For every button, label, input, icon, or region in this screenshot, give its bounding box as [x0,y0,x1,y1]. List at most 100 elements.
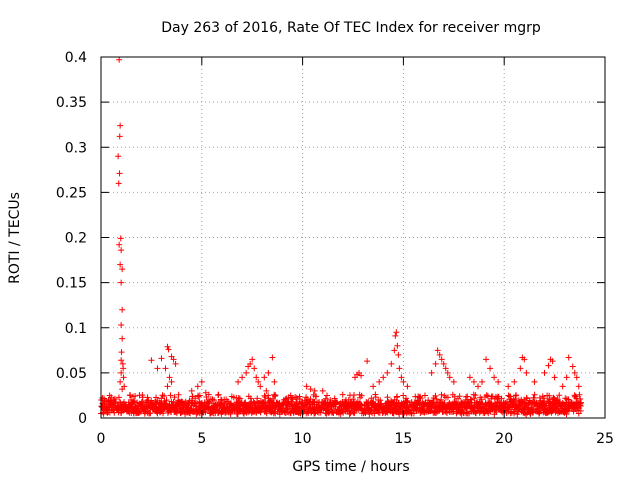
data-point [484,392,491,399]
data-point [166,374,173,381]
x-tick-label: 10 [294,431,312,447]
data-point [471,395,478,402]
data-point [120,365,127,372]
data-point [368,395,375,402]
data-point [511,378,518,385]
data-point [271,378,278,385]
data-point [483,392,490,399]
data-point [433,396,440,403]
data-point [118,349,125,356]
data-point [391,347,398,354]
data-point [569,363,576,370]
data-point [239,374,246,381]
data-point [115,153,122,160]
data-point [384,394,391,401]
data-point [464,393,471,400]
data-point [265,369,272,376]
data-point [298,399,305,406]
y-tick-label: 0.1 [65,321,87,337]
data-point [188,387,195,394]
data-point [358,372,365,379]
data-point [116,56,123,63]
data-point [127,392,134,399]
y-tick-label: 0.15 [56,276,87,292]
data-point [491,374,498,381]
data-point [339,391,346,398]
data-point [358,392,365,399]
data-point [456,393,463,400]
data-point [396,365,403,372]
data-point [472,392,479,399]
data-point [236,395,243,402]
data-point [119,335,126,342]
data-point [563,374,570,381]
data-point [530,394,537,401]
data-point [388,360,395,367]
data-point [167,392,174,399]
x-axis-label: GPS time / hours [292,459,409,475]
data-point [168,378,175,385]
data-point [576,391,583,398]
data-point [438,396,445,403]
data-point [498,395,505,402]
x-tick-label: 25 [596,431,614,447]
data-point [478,396,485,403]
data-point [531,391,538,398]
data-point [551,374,558,381]
data-point [313,393,320,400]
y-tick-label: 0.35 [56,95,87,111]
data-point [511,410,518,417]
data-point [380,374,387,381]
data-point [438,356,445,363]
data-point [479,378,486,385]
data-point [117,235,124,242]
data-point [272,392,279,399]
data-point [507,393,514,400]
y-tick-label: 0 [78,411,87,427]
data-point [444,394,451,401]
data-point [255,378,262,385]
data-point [162,365,169,372]
data-point [474,383,481,390]
data-point [161,392,168,399]
data-point [202,389,209,396]
data-point [565,354,572,361]
data-point [254,395,261,402]
x-tick-label: 0 [97,431,106,447]
data-point [394,342,401,349]
data-point [206,399,213,406]
data-point [108,399,115,406]
data-point [257,383,264,390]
data-point [154,365,161,372]
data-point [311,387,318,394]
data-point [100,410,107,417]
data-point [521,410,528,417]
data-point [194,383,201,390]
data-point [117,122,124,129]
data-point [253,374,260,381]
data-point [404,383,411,390]
data-point [115,394,122,401]
data-point [164,383,171,390]
data-point [116,241,123,248]
data-point [392,332,399,339]
data-point [450,378,457,385]
data-point [153,394,160,401]
data-point [115,180,122,187]
data-point [370,383,377,390]
data-point [118,279,125,286]
data-point [505,383,512,390]
y-tick-label: 0.4 [65,50,87,66]
data-point [466,374,473,381]
data-point [487,365,494,372]
data-point [196,392,203,399]
data-point [117,378,124,385]
data-point [440,360,447,367]
chart-title: Day 263 of 2016, Rate Of TEC Index for r… [161,20,541,36]
data-point [165,346,172,353]
data-point [119,386,126,393]
data-point [364,358,371,365]
data-point [261,399,268,406]
data-point [438,391,445,398]
data-point [384,369,391,376]
